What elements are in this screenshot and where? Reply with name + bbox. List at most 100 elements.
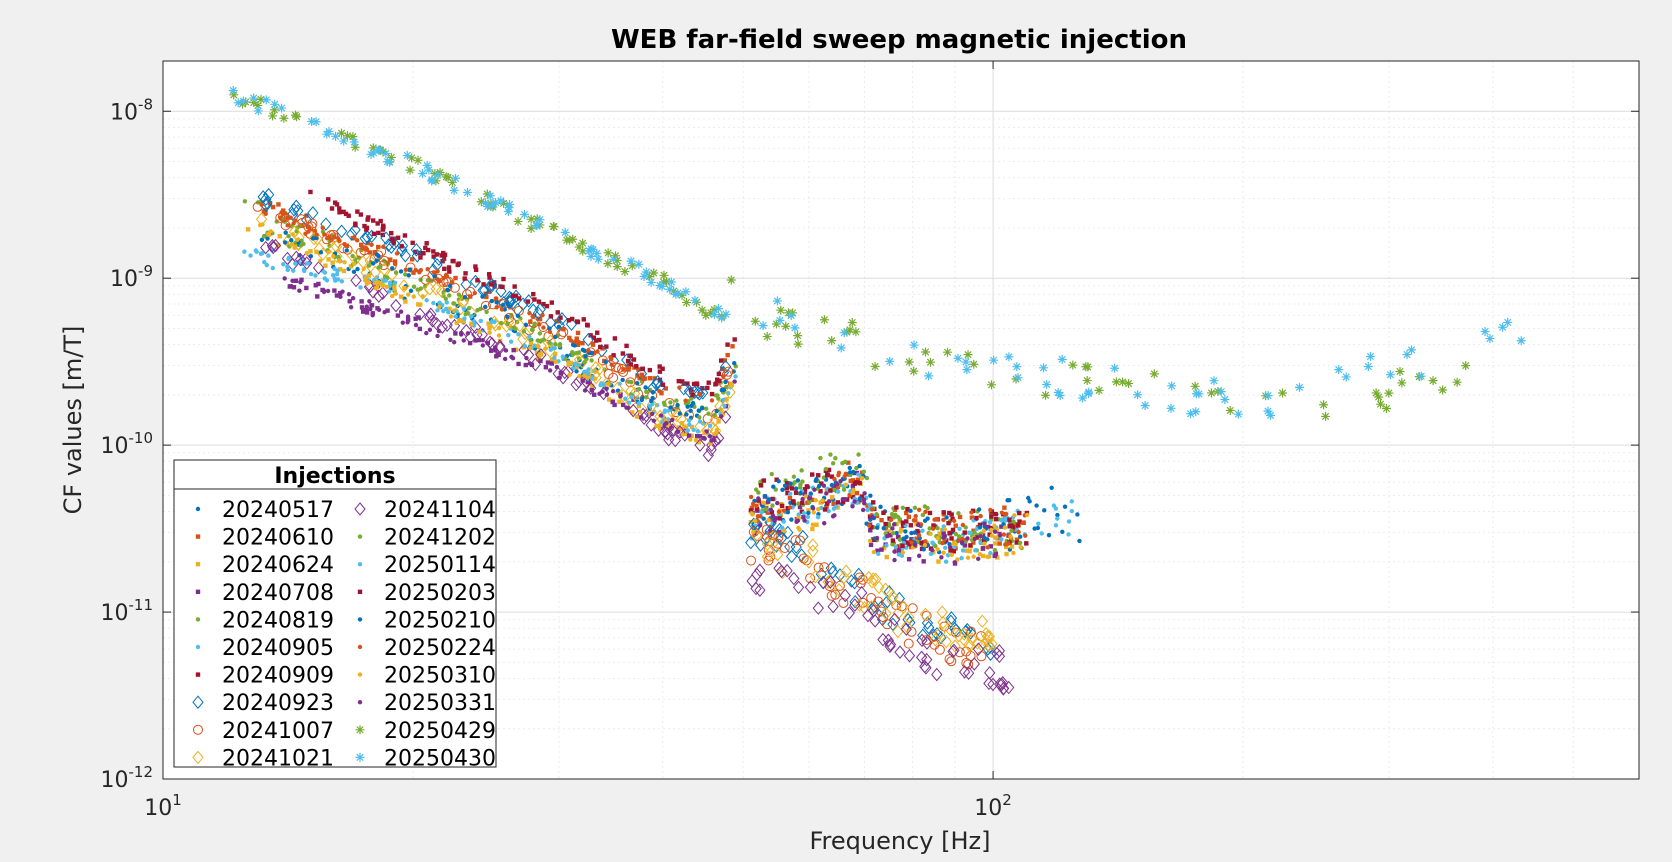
data-point [960, 522, 966, 528]
data-point [769, 517, 774, 522]
data-point [552, 334, 558, 340]
data-point [963, 638, 975, 652]
data-point [871, 500, 876, 505]
data-point [756, 496, 761, 501]
data-point [484, 309, 489, 315]
data-point [980, 546, 986, 551]
data-point [772, 547, 784, 562]
data-point [416, 302, 421, 307]
data-point [657, 377, 663, 383]
data-point [894, 530, 899, 536]
data-point [449, 185, 459, 195]
data-point [810, 506, 816, 511]
data-point [472, 290, 477, 296]
data-point [590, 341, 595, 346]
data-point [518, 343, 530, 357]
legend-marker [195, 589, 201, 594]
data-point [700, 386, 705, 391]
data-point [584, 381, 597, 395]
data-point [811, 510, 816, 515]
data-point [238, 99, 248, 109]
data-point [818, 489, 823, 494]
data-point [396, 239, 409, 253]
data-point [905, 506, 910, 512]
data-point [486, 336, 498, 351]
data-point [914, 536, 919, 541]
data-point [816, 473, 821, 478]
data-point [942, 527, 948, 532]
data-point [376, 244, 381, 250]
data-point [773, 532, 784, 543]
data-point [1186, 409, 1196, 419]
plot-frame [162, 60, 1640, 780]
data-point [374, 275, 380, 280]
data-point [411, 249, 423, 263]
data-point [485, 277, 498, 292]
data-point [639, 414, 644, 420]
data-point [788, 491, 793, 496]
data-point [650, 377, 663, 392]
data-point [529, 362, 535, 367]
data-point [288, 203, 300, 217]
data-point [263, 211, 268, 217]
data-point [696, 408, 701, 413]
data-point [1017, 540, 1023, 546]
data-point [945, 552, 951, 558]
data-point [892, 549, 897, 554]
data-point [477, 329, 482, 334]
data-point [364, 227, 369, 232]
data-point [322, 276, 328, 281]
data-point [327, 243, 332, 249]
data-point [849, 598, 861, 612]
data-point [810, 472, 815, 477]
data-point [411, 270, 416, 275]
data-point [876, 551, 881, 556]
y-tick-label: 10-9 [110, 262, 153, 292]
data-point [418, 277, 423, 282]
data-point [306, 221, 317, 232]
data-point [806, 508, 811, 513]
data-point [505, 314, 510, 320]
chart-title: WEB far-field sweep magnetic injection [611, 25, 1187, 55]
data-point [486, 321, 491, 326]
data-point [639, 271, 649, 281]
data-point [330, 272, 336, 278]
data-point [365, 217, 370, 222]
data-point [304, 250, 309, 256]
data-point [378, 280, 384, 286]
data-point [606, 397, 612, 402]
data-point [380, 231, 392, 245]
data-point [748, 508, 754, 513]
data-point [612, 262, 622, 272]
data-point [475, 278, 480, 283]
data-point [1003, 515, 1009, 521]
data-point [548, 314, 554, 319]
data-point [859, 476, 865, 481]
data-point [495, 284, 507, 298]
data-point [604, 344, 609, 349]
data-point [934, 644, 945, 655]
data-point [717, 313, 727, 323]
data-point [728, 381, 733, 386]
data-point [836, 343, 846, 353]
data-point [940, 634, 952, 649]
data-point [453, 275, 458, 281]
data-point [850, 504, 855, 509]
legend-marker [357, 562, 363, 567]
data-point [441, 256, 447, 261]
data-point [942, 533, 948, 539]
data-point [862, 501, 867, 506]
data-point [566, 318, 572, 323]
data-point [916, 633, 928, 648]
data-point [820, 498, 825, 503]
data-point [574, 336, 579, 341]
data-point [432, 274, 437, 279]
data-point [819, 315, 829, 325]
data-point [575, 362, 581, 368]
data-point [790, 535, 801, 546]
data-point [663, 386, 668, 391]
data-point [433, 170, 443, 180]
data-point [1055, 512, 1060, 518]
data-point [852, 499, 857, 504]
